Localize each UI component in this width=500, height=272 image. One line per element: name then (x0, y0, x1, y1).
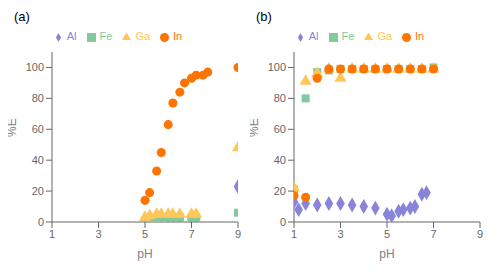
svg-text:5: 5 (142, 228, 148, 240)
svg-text:60: 60 (32, 123, 44, 135)
svg-text:0: 0 (38, 216, 44, 228)
svg-text:3: 3 (337, 228, 343, 240)
html-text:Fe: Fe (341, 30, 355, 42)
html-text:(b): (b) (256, 9, 272, 24)
svg-text:80: 80 (32, 92, 44, 104)
html-text:Ga: Ga (377, 30, 393, 42)
html-text:Ga: Ga (135, 30, 151, 42)
svg-text:%E: %E (8, 118, 19, 137)
svg-text:9: 9 (235, 228, 241, 240)
html-text:Al: Al (308, 30, 319, 42)
svg-text:0: 0 (280, 216, 286, 228)
html-text:(a): (a) (14, 9, 30, 24)
html-text:In: In (173, 30, 183, 42)
svg-text:7: 7 (188, 228, 194, 240)
svg-text:100: 100 (26, 61, 44, 73)
svg-text:1: 1 (49, 228, 55, 240)
svg-text:20: 20 (274, 185, 286, 197)
svg-text:40: 40 (274, 154, 286, 166)
svg-text:20: 20 (32, 185, 44, 197)
svg-text:7: 7 (430, 228, 436, 240)
svg-text:9: 9 (477, 228, 483, 240)
svg-text:pH: pH (137, 247, 152, 261)
svg-text:100: 100 (268, 61, 286, 73)
svg-text:pH: pH (379, 247, 394, 261)
svg-text:40: 40 (32, 154, 44, 166)
svg-text:5: 5 (384, 228, 390, 240)
svg-text:3: 3 (95, 228, 101, 240)
html-text:In: In (415, 30, 425, 42)
svg-text:80: 80 (274, 92, 286, 104)
svg-text:1: 1 (291, 228, 297, 240)
html-text:Fe: Fe (99, 30, 113, 42)
svg-text:%E: %E (250, 118, 261, 137)
html-text:Al: Al (66, 30, 77, 42)
svg-text:60: 60 (274, 123, 286, 135)
